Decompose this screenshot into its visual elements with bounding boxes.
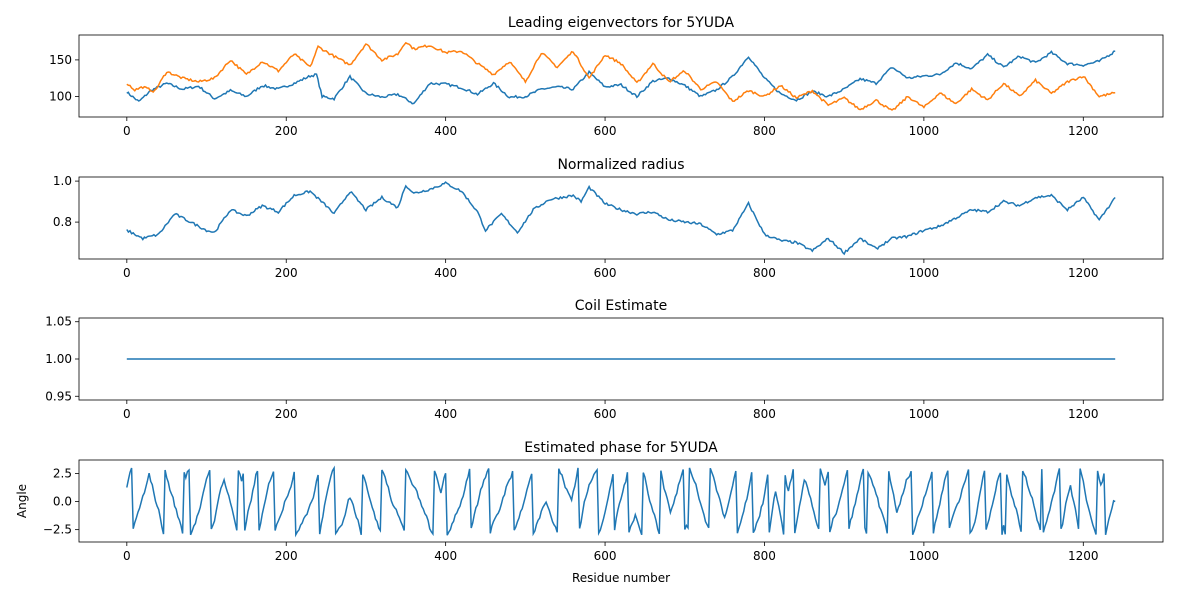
x-tick-label: 0 xyxy=(123,124,131,138)
x-tick-label: 400 xyxy=(434,549,457,563)
plot-frame xyxy=(78,34,1164,118)
x-tick-label: 200 xyxy=(275,407,298,421)
x-tick-label: 1200 xyxy=(1068,124,1099,138)
panel-1: 0 200 400 600 800 1000 1200 100 150 Leading eigen… xyxy=(49,15,1164,138)
x-tick-label: 0 xyxy=(123,407,131,421)
x-tick-label: 800 xyxy=(753,407,776,421)
series-line-1 xyxy=(126,465,1116,538)
y-tick-label: 2.5 xyxy=(53,466,72,480)
y-tick-label: 100 xyxy=(49,90,72,104)
x-tick-label: 600 xyxy=(594,124,617,138)
y-tick-label: 0.0 xyxy=(53,495,72,509)
x-tick-label: 400 xyxy=(434,266,457,280)
x-tick-label: 400 xyxy=(434,124,457,138)
x-tick-label: 1000 xyxy=(909,549,940,563)
y-tick-label: 1.0 xyxy=(53,174,72,188)
x-tick-label: 600 xyxy=(594,407,617,421)
plot-frame xyxy=(78,176,1164,260)
x-tick-label: 200 xyxy=(275,124,298,138)
panel-3: 0 200 400 600 800 1000 1200 0.95 1.00 1.05 Coil Es… xyxy=(45,298,1164,421)
x-tick-label: 200 xyxy=(275,549,298,563)
x-tick-label: 0 xyxy=(123,266,131,280)
y-tick-label: 0.95 xyxy=(45,389,72,403)
y-tick-label: −2.5 xyxy=(43,523,72,537)
x-tick-label: 800 xyxy=(753,549,776,563)
y-tick-label: 1.00 xyxy=(45,352,72,366)
x-tick-label: 1200 xyxy=(1068,407,1099,421)
chart-title: Estimated phase for 5YUDA xyxy=(524,440,718,456)
x-tick-label: 600 xyxy=(594,549,617,563)
series-line-1 xyxy=(126,50,1116,105)
y-axis-label: Angle xyxy=(15,484,29,518)
x-tick-label: 1000 xyxy=(909,407,940,421)
chart-title: Normalized radius xyxy=(557,157,684,173)
x-tick-label: 0 xyxy=(123,549,131,563)
series-line-1 xyxy=(126,181,1116,256)
x-axis-label: Residue number xyxy=(572,571,670,585)
x-tick-label: 200 xyxy=(275,266,298,280)
x-tick-label: 1200 xyxy=(1068,266,1099,280)
x-tick-label: 800 xyxy=(753,124,776,138)
panel-2: 0 200 400 600 800 1000 1200 0.8 1.0 Normalized ra… xyxy=(53,157,1164,280)
y-tick-label: 0.8 xyxy=(53,215,72,229)
x-tick-label: 1000 xyxy=(909,124,940,138)
x-tick-label: 1200 xyxy=(1068,549,1099,563)
x-tick-label: 800 xyxy=(753,266,776,280)
y-tick-label: 1.05 xyxy=(45,315,72,329)
panel-4: 0 200 400 600 800 1000 1200 −2.5 0.0 2.5 Estimated… xyxy=(15,440,1164,585)
x-tick-label: 1000 xyxy=(909,266,940,280)
series-line-2 xyxy=(126,41,1116,111)
plot-frame xyxy=(78,459,1164,543)
chart-title: Coil Estimate xyxy=(575,298,667,314)
y-tick-label: 150 xyxy=(49,53,72,67)
x-tick-label: 600 xyxy=(594,266,617,280)
x-tick-label: 400 xyxy=(434,407,457,421)
chart-title: Leading eigenvectors for 5YUDA xyxy=(508,15,735,31)
